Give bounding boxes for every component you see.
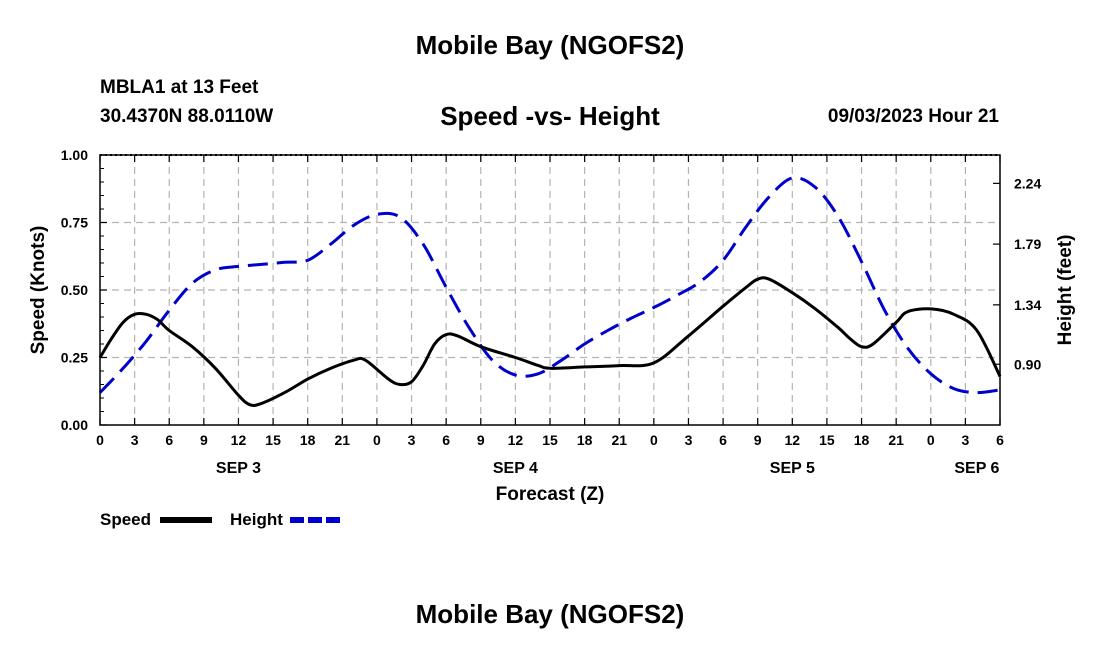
footer-title: Mobile Bay (NGOFS2) [415, 599, 685, 629]
y-tick-label: 1.00 [61, 147, 88, 163]
x-tick-label: 0 [373, 432, 381, 448]
date-label: SEP 4 [493, 460, 538, 477]
x-tick-label: 15 [819, 432, 835, 448]
x-tick-label: 3 [961, 432, 969, 448]
x-axis-title: Forecast (Z) [496, 484, 605, 505]
y2-tick-label: 2.24 [1014, 175, 1041, 191]
forecast-datetime: 09/03/2023 Hour 21 [827, 106, 999, 127]
x-tick-label: 12 [231, 432, 247, 448]
date-label: SEP 3 [216, 460, 261, 477]
x-tick-label: 15 [542, 432, 558, 448]
speed-series-line [98, 276, 1002, 407]
x-tick-label: 3 [131, 432, 139, 448]
page-title: Mobile Bay (NGOFS2) [415, 30, 685, 60]
x-tick-label: 21 [888, 432, 904, 448]
x-tick-label: 12 [508, 432, 524, 448]
x-tick-label: 21 [611, 432, 627, 448]
x-tick-label: 15 [265, 432, 281, 448]
station-label: MBLA1 at 13 Feet [100, 77, 259, 98]
x-tick-label: 3 [408, 432, 416, 448]
x-tick-label: 12 [785, 432, 801, 448]
x-tick-label: 6 [719, 432, 727, 448]
x-tick-label: 9 [200, 432, 208, 448]
y-tick-label: 0.50 [61, 282, 88, 298]
y-axis-title: Speed (Knots) [28, 226, 49, 355]
x-tick-label: 6 [165, 432, 173, 448]
x-tick-label: 9 [477, 432, 485, 448]
legend-speed-label: Speed [100, 510, 151, 529]
x-tick-label: 0 [650, 432, 658, 448]
chart-subtitle: Speed -vs- Height [440, 101, 660, 131]
x-tick-label: 18 [854, 432, 870, 448]
date-label: SEP 6 [954, 460, 999, 477]
y-tick-label: 0.25 [61, 350, 88, 366]
x-tick-label: 0 [927, 432, 935, 448]
legend-height-label: Height [230, 510, 283, 529]
y2-axis-title: Height (feet) [1055, 235, 1076, 346]
x-tick-label: 21 [335, 432, 351, 448]
x-tick-label: 6 [996, 432, 1004, 448]
height-series-line [98, 176, 1001, 395]
x-tick-label: 18 [300, 432, 316, 448]
x-tick-label: 0 [96, 432, 104, 448]
y-tick-label: 0.75 [61, 215, 88, 231]
y2-tick-label: 0.90 [1014, 356, 1041, 372]
x-tick-label: 3 [685, 432, 693, 448]
y2-tick-label: 1.79 [1014, 236, 1041, 252]
x-tick-label: 6 [442, 432, 450, 448]
date-label: SEP 5 [770, 460, 815, 477]
x-tick-label: 18 [577, 432, 593, 448]
y2-tick-label: 1.34 [1014, 297, 1041, 313]
station-coordinates: 30.4370N 88.0110W [100, 106, 274, 127]
x-tick-label: 9 [754, 432, 762, 448]
y-tick-label: 0.00 [61, 417, 88, 433]
